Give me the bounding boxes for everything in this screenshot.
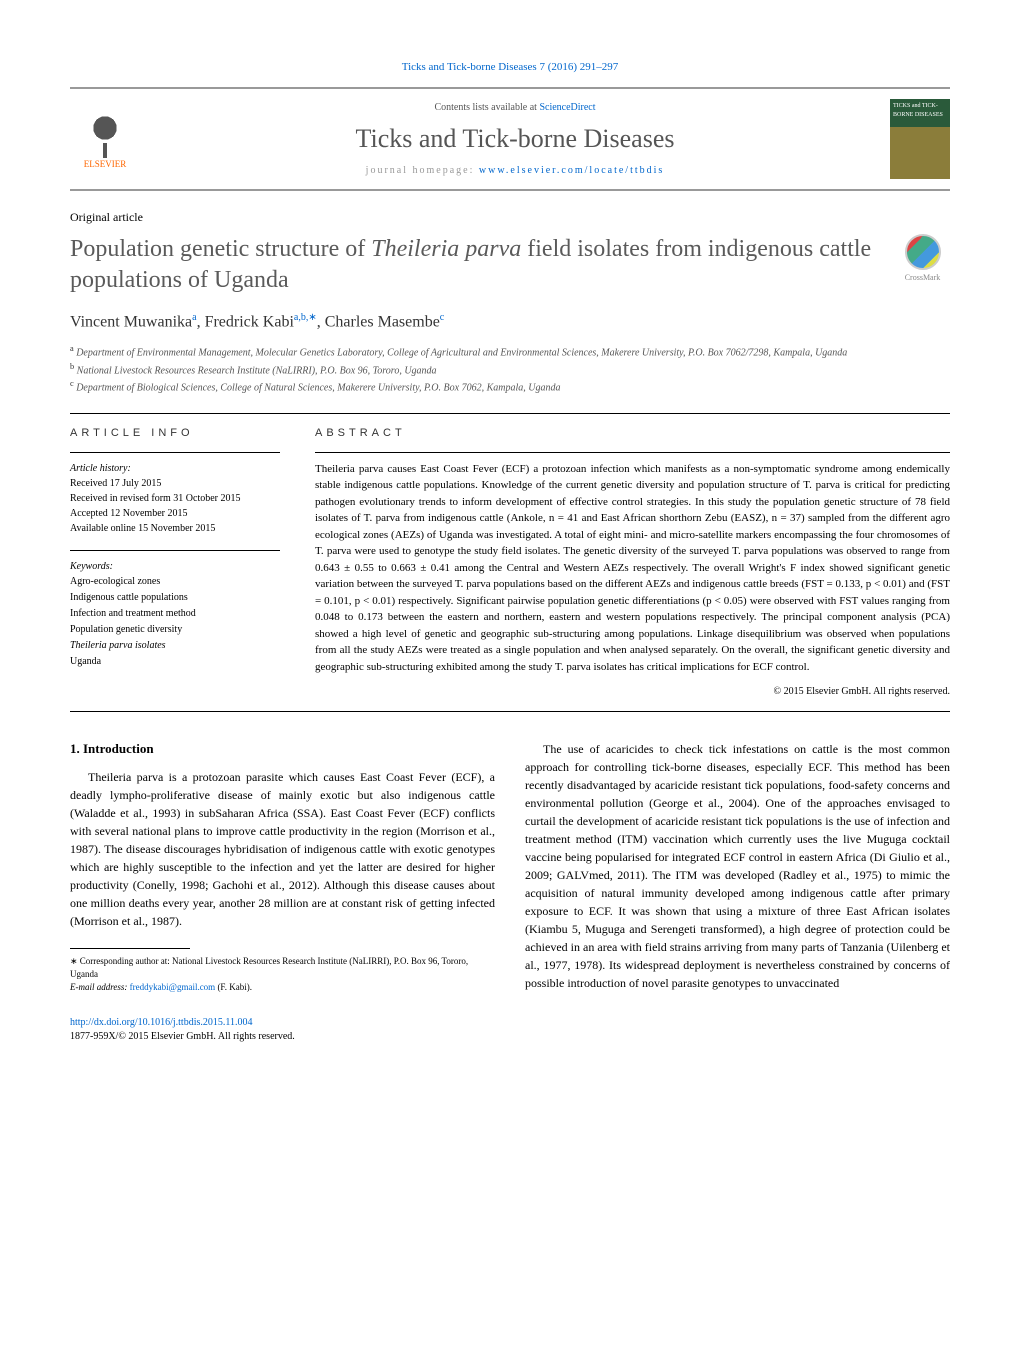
crossmark-badge[interactable]: CrossMark: [895, 234, 950, 283]
article-history: Article history: Received 17 July 2015 R…: [70, 461, 280, 536]
affiliations: a Department of Environmental Management…: [70, 343, 950, 395]
email-link[interactable]: freddykabi@gmail.com: [130, 982, 216, 992]
crossmark-icon: [905, 234, 941, 270]
author-3-sup: c: [440, 312, 444, 323]
page-footer: http://dx.doi.org/10.1016/j.ttbdis.2015.…: [70, 1016, 950, 1044]
email-footnote: E-mail address: freddykabi@gmail.com (F.…: [70, 981, 495, 994]
intro-para-2: The use of acaricides to check tick infe…: [525, 740, 950, 992]
authors: Vincent Muwanikaa, Fredrick Kabia,b,∗, C…: [70, 311, 950, 334]
homepage-link[interactable]: www.elsevier.com/locate/ttbdis: [479, 165, 664, 176]
article-info-label: article info: [70, 426, 280, 441]
history-revised: Received in revised form 31 October 2015: [70, 491, 280, 506]
abstract-text: Theileria parva causes East Coast Fever …: [315, 461, 950, 676]
elsevier-label: ELSEVIER: [84, 158, 127, 171]
journal-cover-thumbnail[interactable]: TICKS and TICK-BORNE DISEASES: [890, 99, 950, 179]
elsevier-tree-icon: [80, 108, 130, 158]
sciencedirect-link[interactable]: ScienceDirect: [539, 102, 595, 113]
author-2-sup: a,b,∗: [294, 312, 317, 323]
intro-para-1: Theileria parva is a protozoan parasite …: [70, 768, 495, 930]
keywords-label: Keywords:: [70, 559, 280, 574]
keyword-0: Agro-ecological zones: [70, 574, 280, 590]
article-title: Population genetic structure of Theileri…: [70, 234, 875, 296]
header-citation: Ticks and Tick-borne Diseases 7 (2016) 2…: [70, 60, 950, 75]
affiliation-c: Department of Biological Sciences, Colle…: [76, 382, 560, 393]
homepage-prefix: journal homepage:: [366, 165, 479, 176]
contents-prefix: Contents lists available at: [434, 102, 539, 113]
history-accepted: Accepted 12 November 2015: [70, 506, 280, 521]
keyword-3: Population genetic diversity: [70, 622, 280, 638]
article-type: Original article: [70, 209, 950, 226]
title-species: Theileria parva: [371, 236, 521, 262]
journal-name: Ticks and Tick-borne Diseases: [155, 121, 875, 157]
keyword-1: Indigenous cattle populations: [70, 590, 280, 606]
history-label: Article history:: [70, 461, 280, 476]
history-received: Received 17 July 2015: [70, 476, 280, 491]
history-online: Available online 15 November 2015: [70, 521, 280, 536]
doi-link[interactable]: http://dx.doi.org/10.1016/j.ttbdis.2015.…: [70, 1017, 253, 1028]
journal-banner: ELSEVIER Contents lists available at Sci…: [70, 87, 950, 191]
homepage-line: journal homepage: www.elsevier.com/locat…: [155, 164, 875, 178]
elsevier-logo[interactable]: ELSEVIER: [70, 99, 140, 179]
keyword-4: Theileria parva isolates: [70, 638, 280, 654]
keyword-5: Uganda: [70, 654, 280, 670]
issn-copyright: 1877-959X/© 2015 Elsevier GmbH. All righ…: [70, 1030, 950, 1044]
abstract-label: abstract: [315, 426, 950, 441]
contents-line: Contents lists available at ScienceDirec…: [155, 101, 875, 115]
affiliation-b: National Livestock Resources Research In…: [77, 365, 437, 376]
corresponding-footnote: ∗ Corresponding author at: National Live…: [70, 955, 495, 980]
abstract-copyright: © 2015 Elsevier GmbH. All rights reserve…: [315, 685, 950, 699]
author-1: Vincent Muwanika: [70, 313, 192, 330]
author-2: , Fredrick Kabi: [197, 313, 294, 330]
crossmark-label: CrossMark: [905, 273, 941, 282]
email-suffix: (F. Kabi).: [215, 982, 252, 992]
email-label: E-mail address:: [70, 982, 130, 992]
keywords-list: Agro-ecological zones Indigenous cattle …: [70, 574, 280, 670]
keyword-2: Infection and treatment method: [70, 606, 280, 622]
author-3: , Charles Masembe: [317, 313, 440, 330]
section-heading-intro: 1. Introduction: [70, 740, 495, 758]
title-pre: Population genetic structure of: [70, 236, 371, 262]
affiliation-a: Department of Environmental Management, …: [76, 348, 847, 359]
